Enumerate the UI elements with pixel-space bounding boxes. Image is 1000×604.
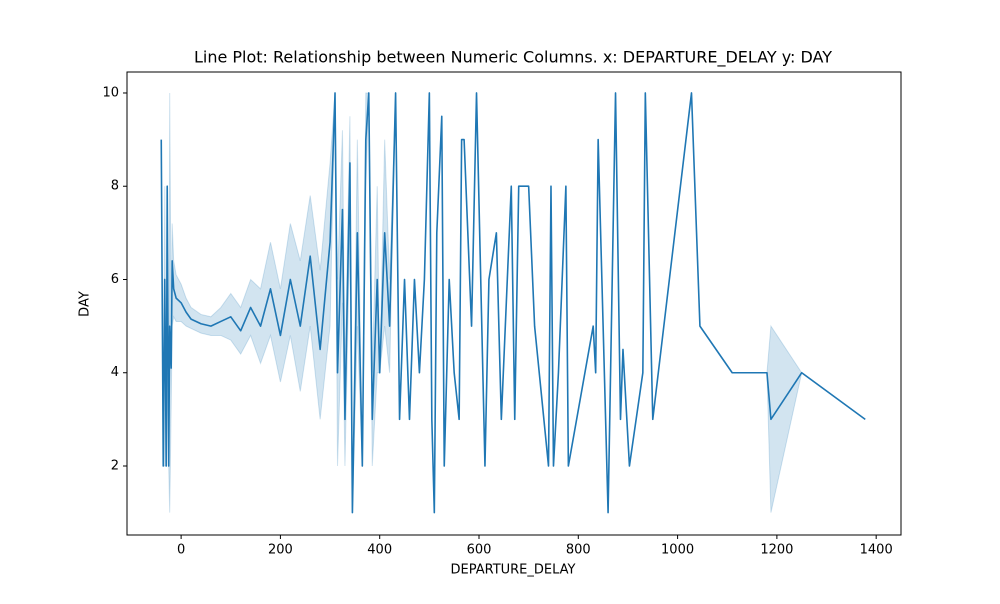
x-tick-label: 600 <box>467 543 492 558</box>
y-axis-label: DAY <box>78 291 93 317</box>
y-tick-label: 2 <box>111 458 119 473</box>
y-tick-label: 10 <box>102 85 119 100</box>
x-tick-label: 1200 <box>760 543 793 558</box>
y-tick-label: 8 <box>111 179 119 194</box>
x-tick-label: 800 <box>566 543 591 558</box>
x-tick-label: 0 <box>177 543 185 558</box>
x-axis-label: DEPARTURE_DELAY <box>450 563 575 578</box>
chart-title: Line Plot: Relationship between Numeric … <box>194 48 832 68</box>
plot-frame <box>126 71 902 536</box>
x-tick-label: 200 <box>268 543 293 558</box>
y-tick-label: 4 <box>111 365 119 380</box>
x-tick-label: 400 <box>367 543 392 558</box>
x-tick-label: 1000 <box>661 543 694 558</box>
data-line <box>160 92 866 514</box>
y-tick-label: 6 <box>111 272 119 287</box>
x-tick-label: 1400 <box>860 543 893 558</box>
